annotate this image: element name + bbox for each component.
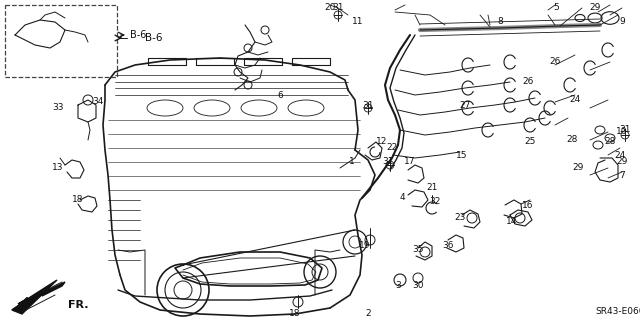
Text: 31: 31: [362, 100, 374, 109]
Text: 29: 29: [572, 164, 584, 173]
Text: 32: 32: [429, 197, 441, 206]
Text: 21: 21: [426, 183, 438, 192]
Text: 4: 4: [399, 194, 405, 203]
Text: 36: 36: [442, 241, 454, 249]
Text: 29: 29: [616, 158, 628, 167]
Text: 7: 7: [619, 170, 625, 180]
Text: 31: 31: [332, 4, 344, 12]
Bar: [5, 5, 117, 77]
Text: 26: 26: [549, 57, 561, 66]
Text: SR43-E0600E: SR43-E0600E: [595, 308, 640, 316]
Polygon shape: [12, 280, 57, 314]
Text: 8: 8: [497, 18, 503, 26]
Text: 34: 34: [92, 98, 104, 107]
Text: 6: 6: [277, 92, 283, 100]
Text: 23: 23: [454, 213, 466, 222]
Text: 20: 20: [324, 4, 336, 12]
Text: 25: 25: [524, 137, 536, 146]
Text: 31: 31: [382, 158, 394, 167]
Text: FR.: FR.: [68, 300, 88, 310]
Text: 12: 12: [376, 137, 388, 146]
Polygon shape: [18, 282, 65, 304]
Text: 16: 16: [522, 201, 534, 210]
Text: 27: 27: [460, 100, 470, 109]
Text: 3: 3: [395, 280, 401, 290]
Text: 19: 19: [359, 241, 371, 249]
Text: 18: 18: [72, 196, 84, 204]
Text: 29: 29: [589, 4, 601, 12]
Text: 5: 5: [553, 4, 559, 12]
Text: B-6: B-6: [145, 33, 163, 43]
Text: 9: 9: [619, 18, 625, 26]
Text: 35: 35: [412, 246, 424, 255]
Text: 22: 22: [387, 144, 397, 152]
Text: 30: 30: [412, 280, 424, 290]
Text: 31: 31: [620, 125, 631, 135]
Polygon shape: [12, 298, 30, 312]
Text: 11: 11: [352, 18, 364, 26]
Text: 2: 2: [365, 308, 371, 317]
Text: 15: 15: [456, 151, 468, 160]
Text: 13: 13: [52, 164, 64, 173]
Text: B-6: B-6: [130, 30, 146, 40]
Text: 14: 14: [506, 218, 518, 226]
Text: 26: 26: [522, 78, 534, 86]
Text: 28: 28: [604, 137, 616, 146]
Text: 17: 17: [404, 158, 416, 167]
Text: 24: 24: [614, 151, 626, 160]
Text: 24: 24: [570, 95, 580, 105]
Text: 33: 33: [52, 103, 64, 113]
Text: 18: 18: [289, 308, 301, 317]
Text: 28: 28: [566, 136, 578, 145]
Text: 10: 10: [616, 128, 628, 137]
Text: 1: 1: [349, 158, 355, 167]
